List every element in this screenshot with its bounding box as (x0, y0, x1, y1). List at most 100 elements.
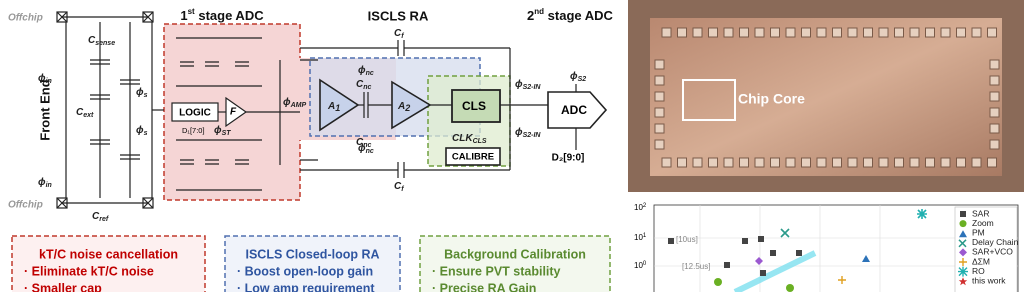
bond-pad (971, 157, 982, 168)
component-label: Cref (92, 211, 109, 223)
bond-pad (785, 157, 796, 168)
stage-header: 1st stage ADC (180, 7, 264, 23)
stage-header: 2nd stage ADC (527, 7, 613, 23)
bond-pad (654, 75, 665, 86)
bond-pad (801, 157, 811, 168)
bond-pad (956, 27, 966, 38)
legend-marker (959, 258, 967, 266)
plot-annotation: [12.5us] (682, 262, 710, 271)
bond-pad (723, 157, 734, 168)
bond-pad (989, 91, 1000, 102)
bond-pad (654, 139, 665, 150)
bond-pad (940, 157, 951, 168)
stage-header: ISCLS RA (368, 8, 429, 23)
bond-pad (785, 27, 796, 38)
logic-label: LOGIC (179, 108, 211, 119)
bond-pad (909, 157, 920, 168)
bond-pad (956, 157, 966, 168)
component-label: ϕs (136, 87, 148, 99)
adc-label: ADC (561, 103, 587, 117)
d1-label: D₁[7:0] (182, 126, 205, 135)
component-label: ϕnc (358, 143, 374, 155)
cls-label: CLS (462, 99, 486, 113)
front-end-label: Front End (37, 79, 52, 140)
component-label: ϕs (136, 125, 148, 137)
legend-marker (959, 220, 967, 228)
bond-pad (661, 157, 672, 168)
bond-pad (863, 27, 873, 38)
bond-pad (925, 157, 935, 168)
y-tick-label: 101 (634, 233, 647, 243)
component-label: Cnc (356, 137, 372, 149)
bond-pad (987, 27, 997, 38)
y-tick-label: 102 (634, 203, 647, 213)
component-label: CLKCLS (452, 133, 487, 145)
bond-pad (754, 157, 765, 168)
bond-pad (661, 27, 672, 38)
bond-pad (909, 27, 920, 38)
component-label: Csense (88, 35, 115, 47)
component-label: Cnc (356, 79, 372, 91)
chip-photo: Chip Core (628, 0, 1024, 192)
component-label: ϕS2-IN (515, 79, 541, 91)
legend-label: SAR (972, 208, 989, 218)
bond-pad (989, 107, 1000, 118)
legend-marker (959, 248, 967, 257)
bond-pad (832, 27, 842, 38)
ra-wiring (300, 40, 608, 178)
bond-pad (770, 157, 780, 168)
feature-item: · Smaller cap (24, 281, 102, 292)
bond-pad (739, 157, 749, 168)
feature-item: · Ensure PVT stability (432, 264, 561, 278)
legend-marker (959, 230, 967, 238)
bond-pad (654, 91, 665, 102)
legend-label: RO (972, 266, 985, 276)
feature-item: · Low amp requirement (237, 281, 375, 292)
feature-box (419, 235, 611, 292)
bond-pad (816, 27, 827, 38)
legend-marker (958, 277, 968, 286)
component-label: ϕin (38, 73, 52, 85)
bond-pad (692, 27, 703, 38)
component-label: Cf (394, 181, 404, 193)
bond-pad (708, 27, 718, 38)
bond-pad (894, 157, 904, 168)
bond-pad (989, 123, 1000, 134)
bond-pad (739, 27, 749, 38)
y-axis-label: esolution(fF) (617, 236, 628, 292)
chip-core-label: Chip Core (738, 91, 805, 107)
feature-box (11, 235, 206, 292)
bond-pad (989, 59, 1000, 70)
plot-markers (668, 209, 927, 292)
bond-pad (723, 27, 734, 38)
bond-pad (677, 157, 687, 168)
calibre-label: CALIBRE (452, 152, 494, 163)
legend-marker (958, 239, 967, 248)
feature-title: kT/C noise cancellation (39, 247, 178, 261)
component-label: Cf (394, 28, 404, 40)
feature-item: · Eliminate kT/C noise (24, 264, 154, 278)
bond-pad (878, 157, 889, 168)
f-label: F (230, 107, 237, 118)
bond-pad (692, 157, 703, 168)
component-label: A2 (397, 101, 410, 114)
bond-pad (708, 157, 718, 168)
bond-pad (940, 27, 951, 38)
bond-pad (847, 157, 858, 168)
legend-label: ΔΣM (972, 256, 990, 266)
y-tick-label: 100 (634, 261, 647, 271)
bond-pad (801, 27, 811, 38)
feature-title: Background Calibration (444, 247, 586, 261)
offchip-label: Offchip (8, 200, 43, 211)
feature-item: · Precise RA Gain (432, 281, 536, 292)
component-label: ϕS2 (570, 71, 586, 83)
bond-pad (654, 59, 665, 70)
schematic: Offchip Offchip Front End 1st stage ADC … (8, 7, 614, 223)
feature-item: · Boost open-loop gain (237, 264, 373, 278)
component-label: A1 (327, 101, 340, 114)
bond-pad (677, 27, 687, 38)
plot-annotation: [10us] (676, 235, 698, 244)
legend-label: Zoom (972, 218, 994, 228)
